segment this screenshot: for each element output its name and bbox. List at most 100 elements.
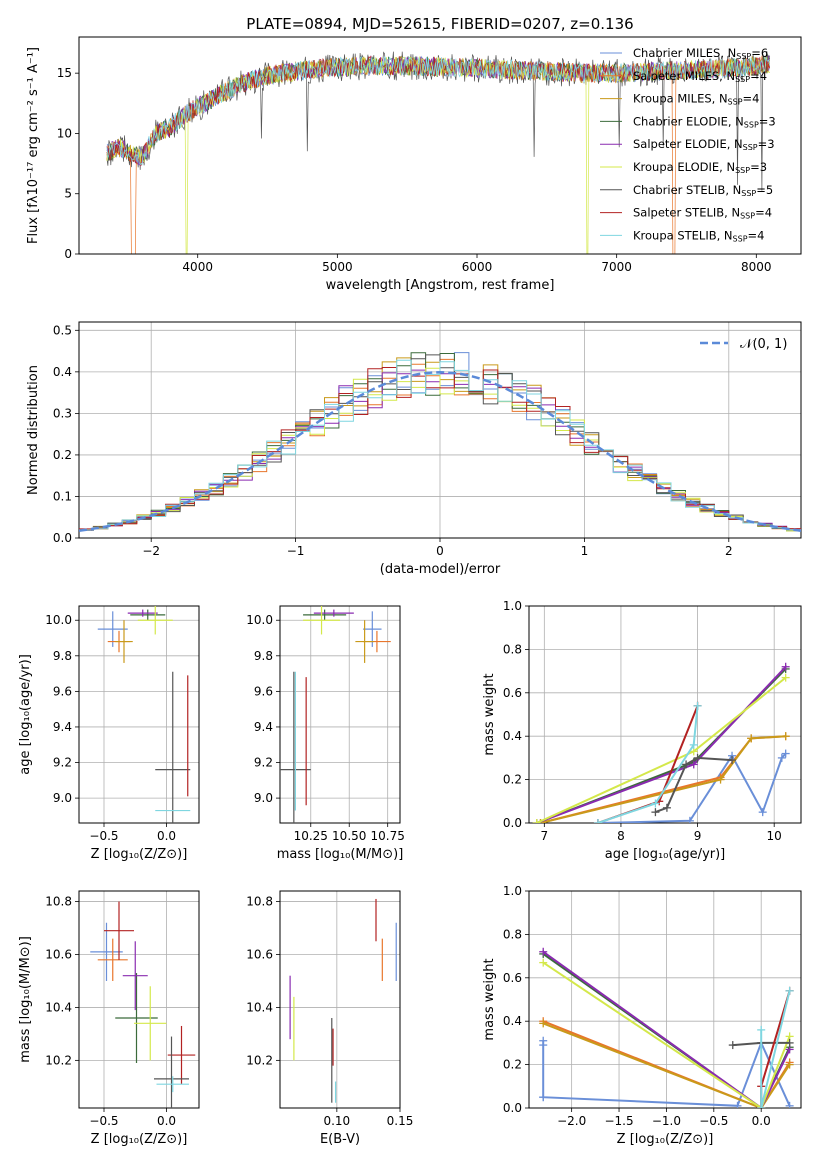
panel-mass-weight-vs-age: 7 8 9 10 0.0 0.2 0.4 0.6 0.8 1.0 age [log₁₀(age/yr… [482,599,802,862]
weight-series-2 [542,1022,791,1108]
x-tick-label: 2 [725,544,733,558]
spectrum-series-5 [106,56,770,254]
legend-text: =4 [755,206,772,220]
y-tick-label: 0.4 [503,1014,522,1028]
legend-subscript: SSP [741,189,756,198]
legend-text: Salpeter MILES, N [633,69,735,83]
weight-series-5 [542,961,791,1108]
legend-text: Salpeter STELIB, N [633,206,740,220]
panel-mass-weight-vs-Z: −2.0 −1.5 −1.0 −0.5 0.0 0.0 0.2 0.4 0.6 0.8 1.0 Z [… [482,884,802,1147]
x-axis-label: Z [log₁₀(Z/Z⊙)] [91,847,188,862]
y-tick-label: 9.8 [53,649,72,663]
y-tick-label: 10.2 [246,1053,273,1067]
legend-entry: Kroupa ELODIE, NSSP=3 [633,160,767,175]
spectrum-series-6 [106,50,771,191]
x-axis-label: wavelength [Angstrom, rest frame] [326,278,555,293]
y-tick-label: 15 [57,66,72,80]
y-tick-label: 0.5 [53,323,72,337]
weight-lines [539,947,794,1108]
x-tick-label: 4000 [182,260,213,274]
y-tick-label: 9.8 [254,649,273,663]
panel-age-vs-mass: 10.25 10.50 10.75 9.0 9.2 9.4 9.6 9.8 10.0 mass [… [246,605,405,862]
legend-text: =6 [751,46,768,60]
y-tick-label: 10.4 [45,1000,72,1014]
y-tick-label: 10.4 [246,1000,273,1014]
y-tick-label: 10.6 [45,948,72,962]
normal-curve [79,371,801,532]
y-tick-label: 10.0 [45,613,72,627]
x-tick-label: 10 [767,829,782,843]
legend-subscript: SSP [733,234,748,243]
y-tick-label: 10.6 [246,948,273,962]
legend-text: Chabrier MILES, N [633,46,736,60]
x-axis-label: age [log₁₀(age/yr)] [605,847,726,862]
y-tick-label: 10.0 [246,613,273,627]
spectrum-lines [106,50,771,254]
x-axis-label: Z [log₁₀(Z/Z⊙)] [617,1132,714,1147]
spectrum-series-8 [106,55,771,166]
x-tick-label: 0.10 [323,1114,350,1128]
y-tick-label: 0.8 [503,642,522,656]
x-tick-label: −0.5 [89,829,118,843]
weight-series-3 [536,668,787,823]
y-tick-label: 0.0 [503,1101,522,1115]
weight-series-8 [597,705,699,823]
panel-mass-vs-EBV: 0.10 0.15 10.2 10.4 10.6 10.8 E(B-V) [246,890,413,1147]
panel-spectrum: 4000 5000 6000 7000 8000 0 5 10 15 wavelength [An… [26,36,802,293]
legend-text: =4 [743,92,760,106]
legend-text: =5 [756,183,773,197]
legend-text: Kroupa MILES, N [633,92,728,106]
legend-text: Chabrier ELODIE, N [633,114,744,128]
legend-entry: Chabrier MILES, NSSP=6 [633,46,768,61]
errorbars [280,606,391,823]
spectrum-series-7 [106,55,771,166]
legend-text: Kroupa ELODIE, N [633,160,735,174]
y-tick-label: 0.2 [53,448,72,462]
x-axis-label: (data-model)/error [380,562,501,577]
legend-text: =4 [748,228,765,242]
spectrum-series-1 [106,55,771,254]
legend-entry: Salpeter MILES, NSSP=4 [633,69,767,84]
legend-text: =3 [758,137,775,151]
y-tick-label: 0.3 [53,406,72,420]
y-tick-label: 9.2 [254,756,273,770]
legend-subscript: SSP [740,212,755,221]
legend-text: =3 [759,114,776,128]
y-axis-label: Flux [fλ10⁻¹⁷ erg cm⁻² s⁻¹ A⁻¹] [26,47,41,244]
residual-histogram-7 [79,367,801,530]
axes-frame [78,605,200,824]
weight-series-4 [536,666,787,823]
x-tick-label: −1 [287,544,305,558]
y-tick-label: 9.2 [53,756,72,770]
errorbars [90,901,196,1108]
y-tick-label: 0.6 [503,971,522,985]
legend-subscript: SSP [744,120,759,129]
axes-frame [528,890,802,1109]
x-tick-label: 10.75 [371,829,405,843]
y-axis-label: mass [log₁₀(M/M⊙)] [18,936,33,1063]
panel-residuals: −2 −1 0 1 2 0.0 0.1 0.2 0.3 0.4 0.5 (data-model)/er… [26,321,802,577]
x-tick-label: −0.5 [89,1114,118,1128]
weight-series-4 [542,950,791,1108]
legend-text: Kroupa STELIB, N [633,228,733,242]
y-tick-label: 10.2 [45,1053,72,1067]
x-tick-label: −2 [142,544,160,558]
y-tick-label: 10.8 [45,895,72,909]
x-tick-label: −2.0 [557,1114,586,1128]
errorbars [289,898,397,1103]
y-tick-label: 0.8 [503,927,522,941]
axes-frame [78,36,802,255]
x-tick-label: 8000 [741,260,772,274]
panel-age-vs-Z: −0.5 0.0 9.0 9.2 9.4 9.6 9.8 10.0 Z [log₁₀(Z/Z⊙)… [18,605,200,862]
axes-frame [279,890,401,1109]
legend-entry: Chabrier ELODIE, NSSP=3 [633,114,776,129]
x-tick-label: 6000 [462,260,493,274]
legend-text: Chabrier STELIB, N [633,183,741,197]
axes-frame [279,605,401,824]
legend-entry: Salpeter STELIB, NSSP=4 [633,206,772,221]
x-tick-label: −0.5 [699,1114,728,1128]
legend-subscript: SSP [728,98,743,107]
x-tick-label: 10.50 [332,829,366,843]
